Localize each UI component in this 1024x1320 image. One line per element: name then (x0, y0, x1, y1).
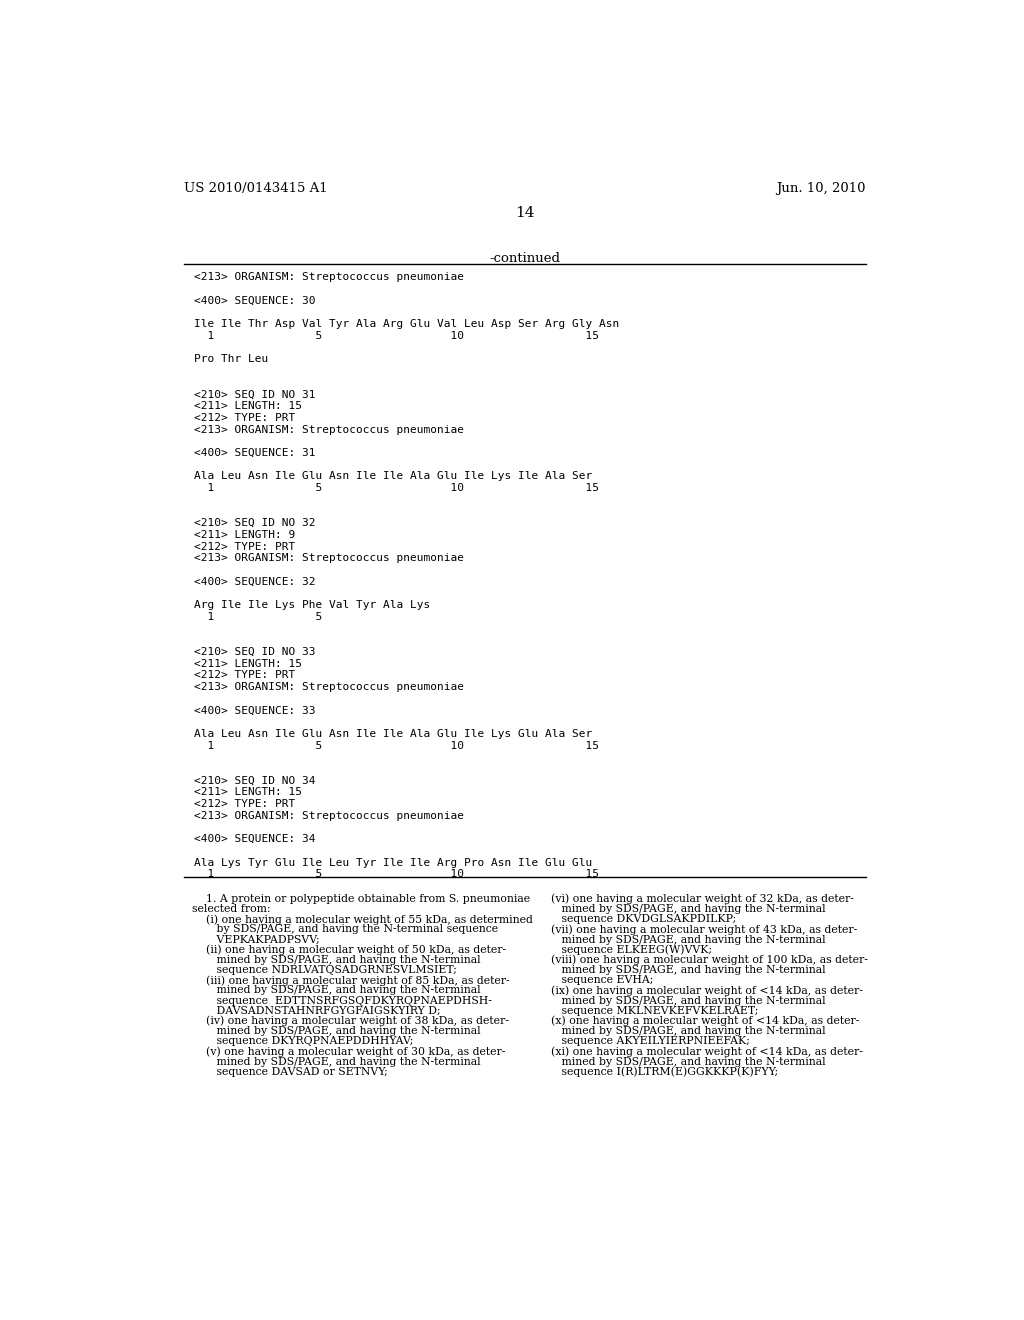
Text: (iii) one having a molecular weight of 85 kDa, as deter-: (iii) one having a molecular weight of 8… (191, 975, 509, 986)
Text: mined by SDS/PAGE, and having the N-terminal: mined by SDS/PAGE, and having the N-term… (191, 1056, 480, 1067)
Text: sequence I(R)LTRM(E)GGKKKP(K)FYY;: sequence I(R)LTRM(E)GGKKKP(K)FYY; (538, 1067, 778, 1077)
Text: 14: 14 (515, 206, 535, 220)
Text: <211> LENGTH: 15: <211> LENGTH: 15 (194, 787, 302, 797)
Text: Ala Lys Tyr Glu Ile Leu Tyr Ile Ile Arg Pro Asn Ile Glu Glu: Ala Lys Tyr Glu Ile Leu Tyr Ile Ile Arg … (194, 858, 592, 867)
Text: <213> ORGANISM: Streptococcus pneumoniae: <213> ORGANISM: Streptococcus pneumoniae (194, 682, 464, 692)
Text: sequence NDRLVATQSADGRNESVLMSIET;: sequence NDRLVATQSADGRNESVLMSIET; (191, 965, 457, 975)
Text: mined by SDS/PAGE, and having the N-terminal: mined by SDS/PAGE, and having the N-term… (538, 995, 825, 1006)
Text: <400> SEQUENCE: 33: <400> SEQUENCE: 33 (194, 705, 315, 715)
Text: 1. A protein or polypeptide obtainable from S. pneumoniae: 1. A protein or polypeptide obtainable f… (191, 894, 529, 904)
Text: VEPKAKPADPSVV;: VEPKAKPADPSVV; (191, 935, 319, 945)
Text: sequence ELKEEG(W)VVK;: sequence ELKEEG(W)VVK; (538, 945, 713, 956)
Text: mined by SDS/PAGE, and having the N-terminal: mined by SDS/PAGE, and having the N-term… (538, 904, 825, 913)
Text: sequence AKYEILYIERPNIEEFAK;: sequence AKYEILYIERPNIEEFAK; (538, 1036, 750, 1047)
Text: 1               5                   10                  15: 1 5 10 15 (194, 741, 599, 751)
Text: Ala Leu Asn Ile Glu Asn Ile Ile Ala Glu Ile Lys Ile Ala Ser: Ala Leu Asn Ile Glu Asn Ile Ile Ala Glu … (194, 471, 592, 482)
Text: sequence EVHA;: sequence EVHA; (538, 975, 653, 985)
Text: <400> SEQUENCE: 30: <400> SEQUENCE: 30 (194, 296, 315, 306)
Text: mined by SDS/PAGE, and having the N-terminal: mined by SDS/PAGE, and having the N-term… (191, 985, 480, 995)
Text: mined by SDS/PAGE, and having the N-terminal: mined by SDS/PAGE, and having the N-term… (538, 1056, 825, 1067)
Text: <213> ORGANISM: Streptococcus pneumoniae: <213> ORGANISM: Streptococcus pneumoniae (194, 553, 464, 564)
Text: by SDS/PAGE, and having the N-terminal sequence: by SDS/PAGE, and having the N-terminal s… (191, 924, 498, 935)
Text: mined by SDS/PAGE, and having the N-terminal: mined by SDS/PAGE, and having the N-term… (538, 1026, 825, 1036)
Text: (i) one having a molecular weight of 55 kDa, as determined: (i) one having a molecular weight of 55 … (191, 915, 532, 925)
Text: <400> SEQUENCE: 31: <400> SEQUENCE: 31 (194, 447, 315, 458)
Text: <212> TYPE: PRT: <212> TYPE: PRT (194, 541, 295, 552)
Text: Jun. 10, 2010: Jun. 10, 2010 (776, 182, 866, 194)
Text: Ile Ile Thr Asp Val Tyr Ala Arg Glu Val Leu Asp Ser Arg Gly Asn: Ile Ile Thr Asp Val Tyr Ala Arg Glu Val … (194, 319, 620, 329)
Text: Arg Ile Ile Lys Phe Val Tyr Ala Lys: Arg Ile Ile Lys Phe Val Tyr Ala Lys (194, 601, 430, 610)
Text: <212> TYPE: PRT: <212> TYPE: PRT (194, 799, 295, 809)
Text: DAVSADNSTAHNRFGYGFAIGSKYIRY D;: DAVSADNSTAHNRFGYGFAIGSKYIRY D; (191, 1006, 440, 1015)
Text: sequence DKVDGLSAKPDILKP;: sequence DKVDGLSAKPDILKP; (538, 915, 736, 924)
Text: <210> SEQ ID NO 32: <210> SEQ ID NO 32 (194, 519, 315, 528)
Text: 1               5                   10                  15: 1 5 10 15 (194, 870, 599, 879)
Text: 1               5                   10                  15: 1 5 10 15 (194, 483, 599, 494)
Text: <210> SEQ ID NO 31: <210> SEQ ID NO 31 (194, 389, 315, 400)
Text: sequence MKLNEVKEFVKELRAET;: sequence MKLNEVKEFVKELRAET; (538, 1006, 759, 1015)
Text: US 2010/0143415 A1: US 2010/0143415 A1 (183, 182, 328, 194)
Text: <213> ORGANISM: Streptococcus pneumoniae: <213> ORGANISM: Streptococcus pneumoniae (194, 272, 464, 282)
Text: <400> SEQUENCE: 34: <400> SEQUENCE: 34 (194, 834, 315, 845)
Text: <211> LENGTH: 15: <211> LENGTH: 15 (194, 401, 302, 411)
Text: -continued: -continued (489, 252, 560, 265)
Text: <211> LENGTH: 15: <211> LENGTH: 15 (194, 659, 302, 669)
Text: sequence DKYRQPNAEPDDHHYAV;: sequence DKYRQPNAEPDDHHYAV; (191, 1036, 413, 1047)
Text: <213> ORGANISM: Streptococcus pneumoniae: <213> ORGANISM: Streptococcus pneumoniae (194, 810, 464, 821)
Text: 1               5: 1 5 (194, 611, 323, 622)
Text: <210> SEQ ID NO 34: <210> SEQ ID NO 34 (194, 776, 315, 785)
Text: <212> TYPE: PRT: <212> TYPE: PRT (194, 413, 295, 422)
Text: 1               5                   10                  15: 1 5 10 15 (194, 331, 599, 341)
Text: (iv) one having a molecular weight of 38 kDa, as deter-: (iv) one having a molecular weight of 38… (191, 1016, 509, 1027)
Text: mined by SDS/PAGE, and having the N-terminal: mined by SDS/PAGE, and having the N-term… (191, 1026, 480, 1036)
Text: <210> SEQ ID NO 33: <210> SEQ ID NO 33 (194, 647, 315, 657)
Text: sequence  EDTTNSRFGSQFDKYRQPNAEPDHSH-: sequence EDTTNSRFGSQFDKYRQPNAEPDHSH- (191, 995, 492, 1006)
Text: (xi) one having a molecular weight of <14 kDa, as deter-: (xi) one having a molecular weight of <1… (538, 1047, 863, 1057)
Text: <213> ORGANISM: Streptococcus pneumoniae: <213> ORGANISM: Streptococcus pneumoniae (194, 425, 464, 434)
Text: mined by SDS/PAGE, and having the N-terminal: mined by SDS/PAGE, and having the N-term… (538, 935, 825, 945)
Text: selected from:: selected from: (191, 904, 270, 913)
Text: (ii) one having a molecular weight of 50 kDa, as deter-: (ii) one having a molecular weight of 50… (191, 945, 506, 956)
Text: (ix) one having a molecular weight of <14 kDa, as deter-: (ix) one having a molecular weight of <1… (538, 985, 863, 997)
Text: (x) one having a molecular weight of <14 kDa, as deter-: (x) one having a molecular weight of <14… (538, 1016, 859, 1027)
Text: Ala Leu Asn Ile Glu Asn Ile Ile Ala Glu Ile Lys Glu Ala Ser: Ala Leu Asn Ile Glu Asn Ile Ile Ala Glu … (194, 729, 592, 739)
Text: <211> LENGTH: 9: <211> LENGTH: 9 (194, 529, 295, 540)
Text: mined by SDS/PAGE, and having the N-terminal: mined by SDS/PAGE, and having the N-term… (191, 954, 480, 965)
Text: <212> TYPE: PRT: <212> TYPE: PRT (194, 671, 295, 680)
Text: sequence DAVSAD or SETNVY;: sequence DAVSAD or SETNVY; (191, 1067, 387, 1077)
Text: mined by SDS/PAGE, and having the N-terminal: mined by SDS/PAGE, and having the N-term… (538, 965, 825, 975)
Text: Pro Thr Leu: Pro Thr Leu (194, 354, 268, 364)
Text: <400> SEQUENCE: 32: <400> SEQUENCE: 32 (194, 577, 315, 586)
Text: (vii) one having a molecular weight of 43 kDa, as deter-: (vii) one having a molecular weight of 4… (538, 924, 857, 935)
Text: (vi) one having a molecular weight of 32 kDa, as deter-: (vi) one having a molecular weight of 32… (538, 894, 854, 904)
Text: (v) one having a molecular weight of 30 kDa, as deter-: (v) one having a molecular weight of 30 … (191, 1047, 505, 1057)
Text: (viii) one having a molecular weight of 100 kDa, as deter-: (viii) one having a molecular weight of … (538, 954, 868, 965)
